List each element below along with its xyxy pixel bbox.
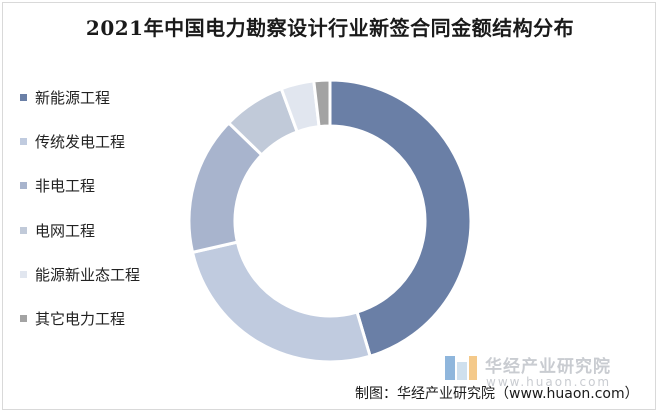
donut-slice xyxy=(190,240,372,364)
legend-item: 传统发电工程 xyxy=(20,130,125,152)
source-note: 制图：华经产业研究院（www.huaon.com） xyxy=(355,386,639,402)
legend-label: 电网工程 xyxy=(35,221,96,240)
legend-marker-icon xyxy=(20,137,27,145)
legend-item: 新能源工程 xyxy=(20,86,110,108)
legend-marker-icon xyxy=(20,181,27,189)
legend-marker-icon xyxy=(20,314,27,322)
chart-title: 2021年中国电力勘察设计行业新签合同金额结构分布 xyxy=(85,16,575,40)
legend-label: 传统发电工程 xyxy=(35,132,126,151)
legend-label: 非电工程 xyxy=(35,176,96,195)
chart-frame xyxy=(2,2,656,410)
donut-slice xyxy=(312,78,332,129)
legend-marker-icon xyxy=(20,93,27,101)
watermark-name: 华经产业研究院 xyxy=(485,357,611,377)
legend-label: 新能源工程 xyxy=(35,88,111,107)
legend-label: 其它电力工程 xyxy=(35,309,126,328)
legend-item: 能源新业态工程 xyxy=(20,263,140,285)
watermark-url: www.huaon.com xyxy=(486,375,612,389)
legend-item: 非电工程 xyxy=(20,174,95,196)
legend-item: 电网工程 xyxy=(20,219,95,241)
legend-marker-icon xyxy=(20,270,27,278)
legend-item: 其它电力工程 xyxy=(20,307,125,329)
legend-label: 能源新业态工程 xyxy=(35,265,141,284)
legend-marker-icon xyxy=(20,226,27,234)
watermark-logo-icon xyxy=(445,356,477,380)
donut-slice xyxy=(328,78,473,359)
